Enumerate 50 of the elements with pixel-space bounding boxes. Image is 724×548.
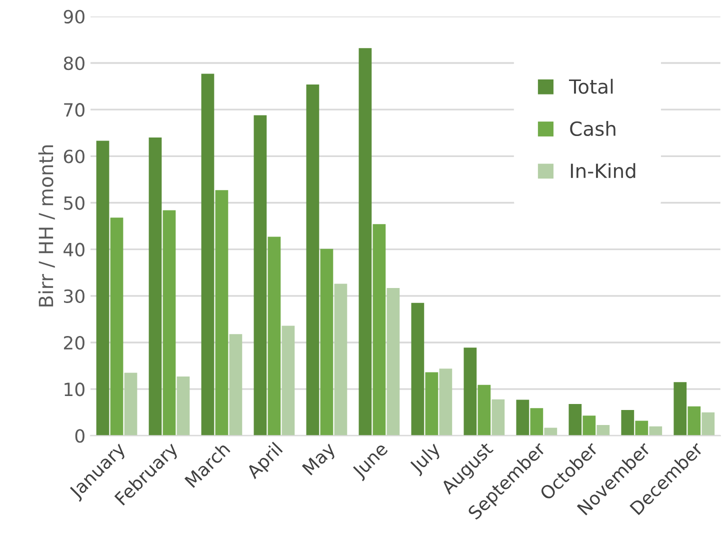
legend-label: Total	[568, 78, 613, 94]
bar	[674, 382, 687, 436]
y-tick-label: 40	[64, 242, 84, 256]
y-tick-label: 0	[75, 429, 84, 443]
y-tick-label: 80	[64, 56, 84, 70]
bar	[110, 218, 124, 436]
bar	[282, 326, 295, 436]
bar	[568, 404, 582, 436]
bar	[268, 236, 281, 436]
bar	[162, 210, 176, 436]
bar	[439, 368, 452, 436]
bar	[492, 399, 505, 436]
bar	[478, 384, 491, 436]
y-tick-label: 70	[64, 103, 84, 117]
bar	[530, 408, 544, 436]
bar	[148, 138, 162, 436]
y-tick-label: 30	[64, 289, 84, 304]
bar	[229, 334, 242, 436]
bar	[702, 412, 715, 436]
bar	[596, 424, 610, 436]
bar	[96, 140, 110, 436]
bar	[254, 115, 267, 436]
bar	[176, 376, 190, 436]
bar	[124, 372, 138, 436]
bar	[464, 348, 477, 436]
bar	[358, 48, 372, 436]
bar	[320, 248, 334, 436]
legend-label: In-Kind	[570, 163, 636, 178]
y-tick-label: 20	[64, 336, 84, 350]
y-tick-label: 90	[64, 10, 84, 24]
bar	[425, 372, 438, 436]
bar	[621, 410, 634, 436]
y-tick-label: 60	[64, 150, 84, 164]
legend-label: Cash	[570, 120, 616, 136]
bar	[635, 420, 648, 436]
bar	[306, 84, 320, 436]
bar	[582, 416, 596, 436]
bar	[386, 288, 400, 436]
bar	[334, 284, 348, 436]
bar	[544, 428, 558, 436]
y-tick-label: 50	[64, 196, 84, 210]
bar	[372, 224, 386, 436]
bar	[688, 406, 701, 436]
bar	[215, 190, 228, 436]
y-tick-label: 10	[64, 382, 84, 396]
bar	[411, 302, 424, 436]
bar	[649, 426, 662, 436]
bar	[201, 74, 214, 436]
y-axis-title: Birr / HH / month	[38, 145, 55, 306]
bar	[516, 400, 530, 436]
